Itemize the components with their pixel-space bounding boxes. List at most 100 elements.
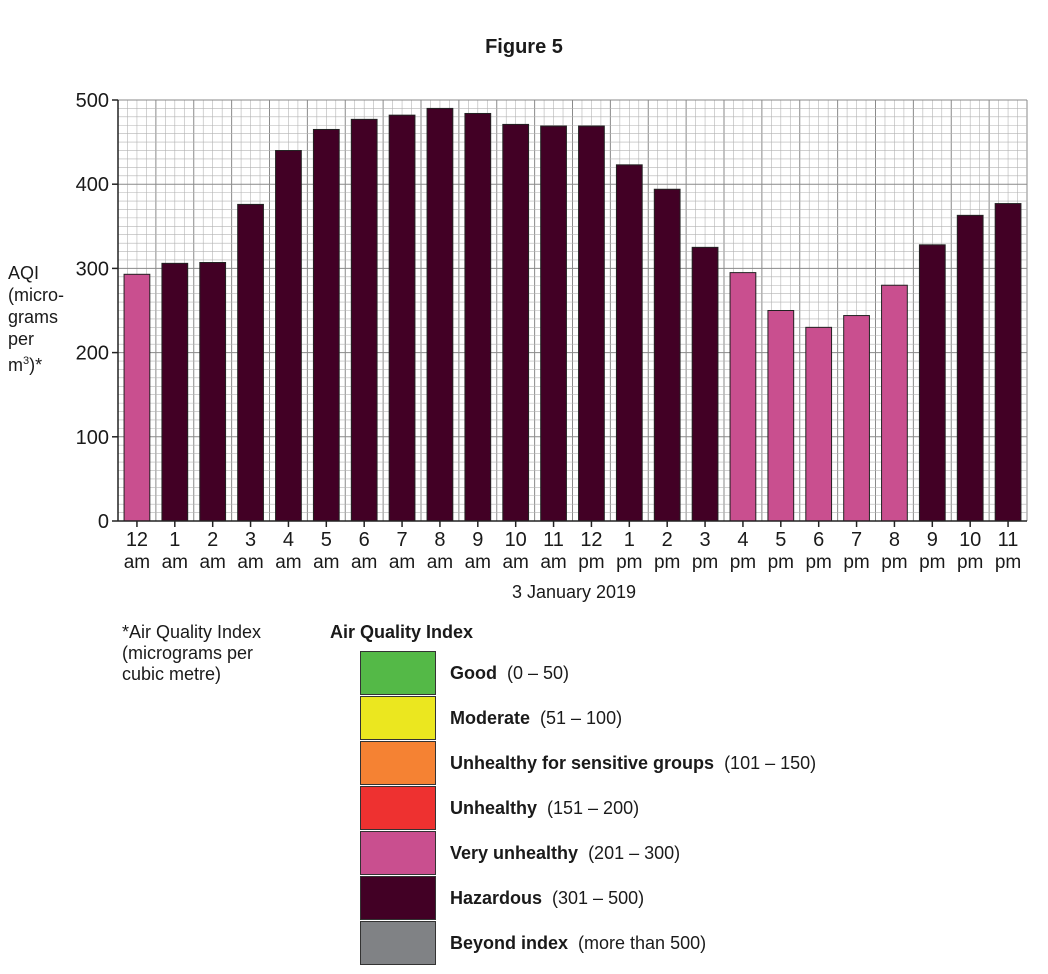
legend-label: Unhealthy for sensitive groups [450,753,715,773]
x-tick-label: 2 [662,529,673,551]
x-tick-label-period: pm [805,552,831,573]
legend-label: Good [450,663,497,683]
bar [464,112,492,522]
x-tick-label-period: am [313,552,339,573]
bar [956,214,984,522]
x-tick-label-period: am [237,552,263,573]
x-tick-label-period: pm [692,552,718,573]
bar [653,188,681,522]
y-tick-label: 200 [76,343,109,365]
bar [312,128,340,522]
x-tick-label-period: am [199,552,225,573]
legend-range: (151 – 200) [547,798,640,818]
legend-label: Unhealthy [450,798,538,818]
x-tick-label: 9 [472,529,483,551]
bar [350,118,378,522]
bar [578,125,605,522]
x-tick-label: 12 [580,529,602,551]
legend: Good (0 – 50) Moderate (51 – 100) Unhealth… [360,651,816,966]
x-tick-label: 7 [397,529,408,551]
x-tick-label-period: pm [995,552,1021,573]
y-tick-label: 300 [76,258,109,280]
x-tick-label-period: am [465,552,491,573]
legend-swatch [360,876,436,920]
bar [388,114,416,522]
legend-range: (0 – 50) [507,663,570,683]
x-tick-label: 10 [505,529,527,551]
y-tick-label: 500 [76,90,109,112]
x-tick-label-period: am [502,552,528,573]
x-tick-label-period: am [124,552,150,573]
x-tick-label-period: am [389,552,415,573]
bar [237,203,264,522]
bar-chart: 010020030040050012am1am2am3am4am5am6am7a… [76,90,1028,573]
legend-swatch [360,921,436,965]
x-tick-label-period: am [162,552,188,573]
bar [540,125,567,522]
x-tick-label-period: pm [654,552,680,573]
y-tick-label: 100 [76,427,109,449]
y-tick-label: 400 [76,174,109,196]
x-tick-label: 5 [775,529,786,551]
x-tick-label-period: am [351,552,377,573]
x-tick-label-period: pm [616,552,642,573]
legend-swatch [360,786,436,830]
legend-range: (301 – 500) [552,888,645,908]
x-tick-label: 6 [359,529,370,551]
x-tick-label: 11 [543,529,564,551]
x-tick-label: 2 [207,529,218,551]
figure-title: Figure 5 [485,36,563,58]
legend-title: Air Quality Index [330,622,474,642]
legend-item-unhealthy-sensitive: Unhealthy for sensitive groups (101 – 150… [360,741,816,786]
x-tick-label: 8 [434,529,445,551]
x-tick-label: 8 [889,529,900,551]
legend-swatch [360,831,436,875]
bar [275,150,302,522]
x-tick-label-period: pm [843,552,869,573]
legend-range: (201 – 300) [588,843,681,863]
y-tick-label: 0 [98,511,109,533]
x-tick-label-period: pm [578,552,604,573]
x-tick-label: 1 [169,529,180,551]
bar [691,246,719,522]
bar [426,107,454,522]
x-tick-label-period: pm [881,552,907,573]
x-tick-label-period: am [540,552,566,573]
bar [843,315,870,522]
legend-item-good: Good (0 – 50) [360,651,816,696]
x-tick-label-period: pm [919,552,945,573]
footnote: *Air Quality Index (micrograms per cubic… [122,622,262,684]
legend-label: Beyond index [450,933,569,953]
bar [199,262,227,522]
y-axis-label: AQI (micro- grams per m3)* [8,263,64,375]
x-tick-label: 5 [321,529,332,551]
x-tick-label: 4 [283,529,294,551]
bar [615,164,643,522]
x-axis-title: 3 January 2019 [511,582,637,602]
legend-swatch [360,741,436,785]
legend-range: (101 – 150) [724,753,817,773]
bar [994,203,1022,522]
legend-swatch [360,696,436,740]
x-tick-label: 7 [851,529,862,551]
bar [123,273,151,522]
x-tick-label: 10 [959,529,981,551]
bar [502,123,530,522]
legend-label: Moderate [450,708,531,728]
x-tick-label: 3 [245,529,256,551]
x-tick-label-period: am [275,552,301,573]
x-tick-label-period: pm [957,552,983,573]
legend-item-unhealthy: Unhealthy (151 – 200) [360,786,816,831]
legend-item-hazardous: Hazardous (301 – 500) [360,876,816,921]
bar [729,272,757,522]
legend-range: (51 – 100) [540,708,623,728]
x-tick-label: 6 [813,529,824,551]
legend-item-moderate: Moderate (51 – 100) [360,696,816,741]
x-tick-label-period: pm [768,552,794,573]
x-tick-label-period: am [427,552,453,573]
legend-label: Very unhealthy [450,843,579,863]
legend-label: Hazardous [450,888,543,908]
legend-item-beyond-index: Beyond index (more than 500) [360,921,816,966]
legend-item-very-unhealthy: Very unhealthy (201 – 300) [360,831,816,876]
bar [881,284,908,522]
